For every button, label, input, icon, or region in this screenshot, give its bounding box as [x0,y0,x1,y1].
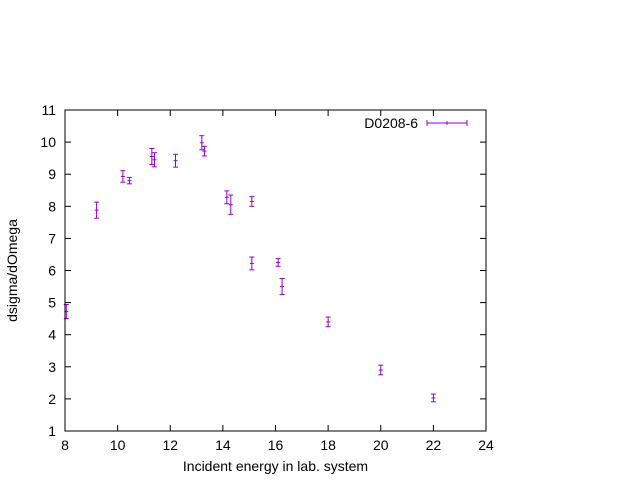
legend: D0208-6 [364,115,468,131]
data-point [94,201,100,219]
data-points [63,135,436,403]
x-axis-title: Incident energy in lab. system [183,458,368,474]
x-tick-label: 14 [215,437,231,453]
plot-frame [64,109,487,432]
y-tick-label: 3 [48,359,56,375]
data-point [120,170,126,183]
data-point [378,364,384,376]
data-point [430,393,436,403]
x-tick-label: 18 [320,437,336,453]
x-tick-label: 16 [268,437,284,453]
data-point [199,135,205,151]
x-tick-label: 20 [373,437,389,453]
x-tick-label: 8 [61,437,69,453]
y-tick-label: 9 [48,166,56,182]
data-point [325,316,331,328]
y-tick-label: 10 [40,134,56,150]
x-tick-label: 24 [478,437,494,453]
data-point [224,190,230,205]
data-point [173,153,179,168]
data-point [149,148,155,166]
data-point [151,152,157,168]
data-point [126,176,132,185]
x-tick-label: 12 [162,437,178,453]
legend-label: D0208-6 [364,115,418,131]
y-tick-label: 5 [48,295,56,311]
x-tick-label: 22 [426,437,442,453]
data-point [228,194,234,215]
data-point [279,278,285,296]
y-tick-label: 4 [48,327,56,343]
y-tick-label: 7 [48,230,56,246]
data-point [249,256,255,271]
y-tick-label: 8 [48,198,56,214]
data-point [249,196,255,207]
y-tick-label: 2 [48,391,56,407]
data-point [201,145,207,157]
x-tick-label: 10 [110,437,126,453]
data-point [275,258,281,267]
legend-sample [426,120,468,126]
y-tick-label: 6 [48,263,56,279]
y-axis-title: dsigma/dOmega [4,219,20,322]
y-tick-label: 11 [41,102,56,118]
y-tick-label: 1 [48,423,56,439]
